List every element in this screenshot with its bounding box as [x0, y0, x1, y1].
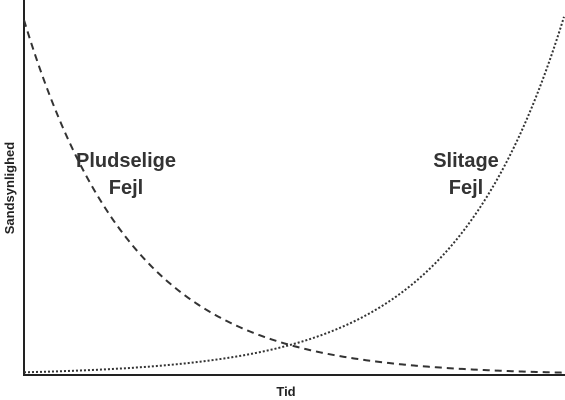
wear-out-curve — [23, 16, 565, 374]
annotation: Fejl — [449, 177, 483, 199]
x-axis-label: Tid — [276, 384, 295, 399]
early-failure-curve — [23, 19, 565, 374]
annotation: Fejl — [109, 177, 143, 199]
annotation: Slitage — [433, 150, 499, 172]
annotation: Pludselige — [76, 150, 176, 172]
y-axis-label: Sandsynlighed — [2, 142, 17, 235]
